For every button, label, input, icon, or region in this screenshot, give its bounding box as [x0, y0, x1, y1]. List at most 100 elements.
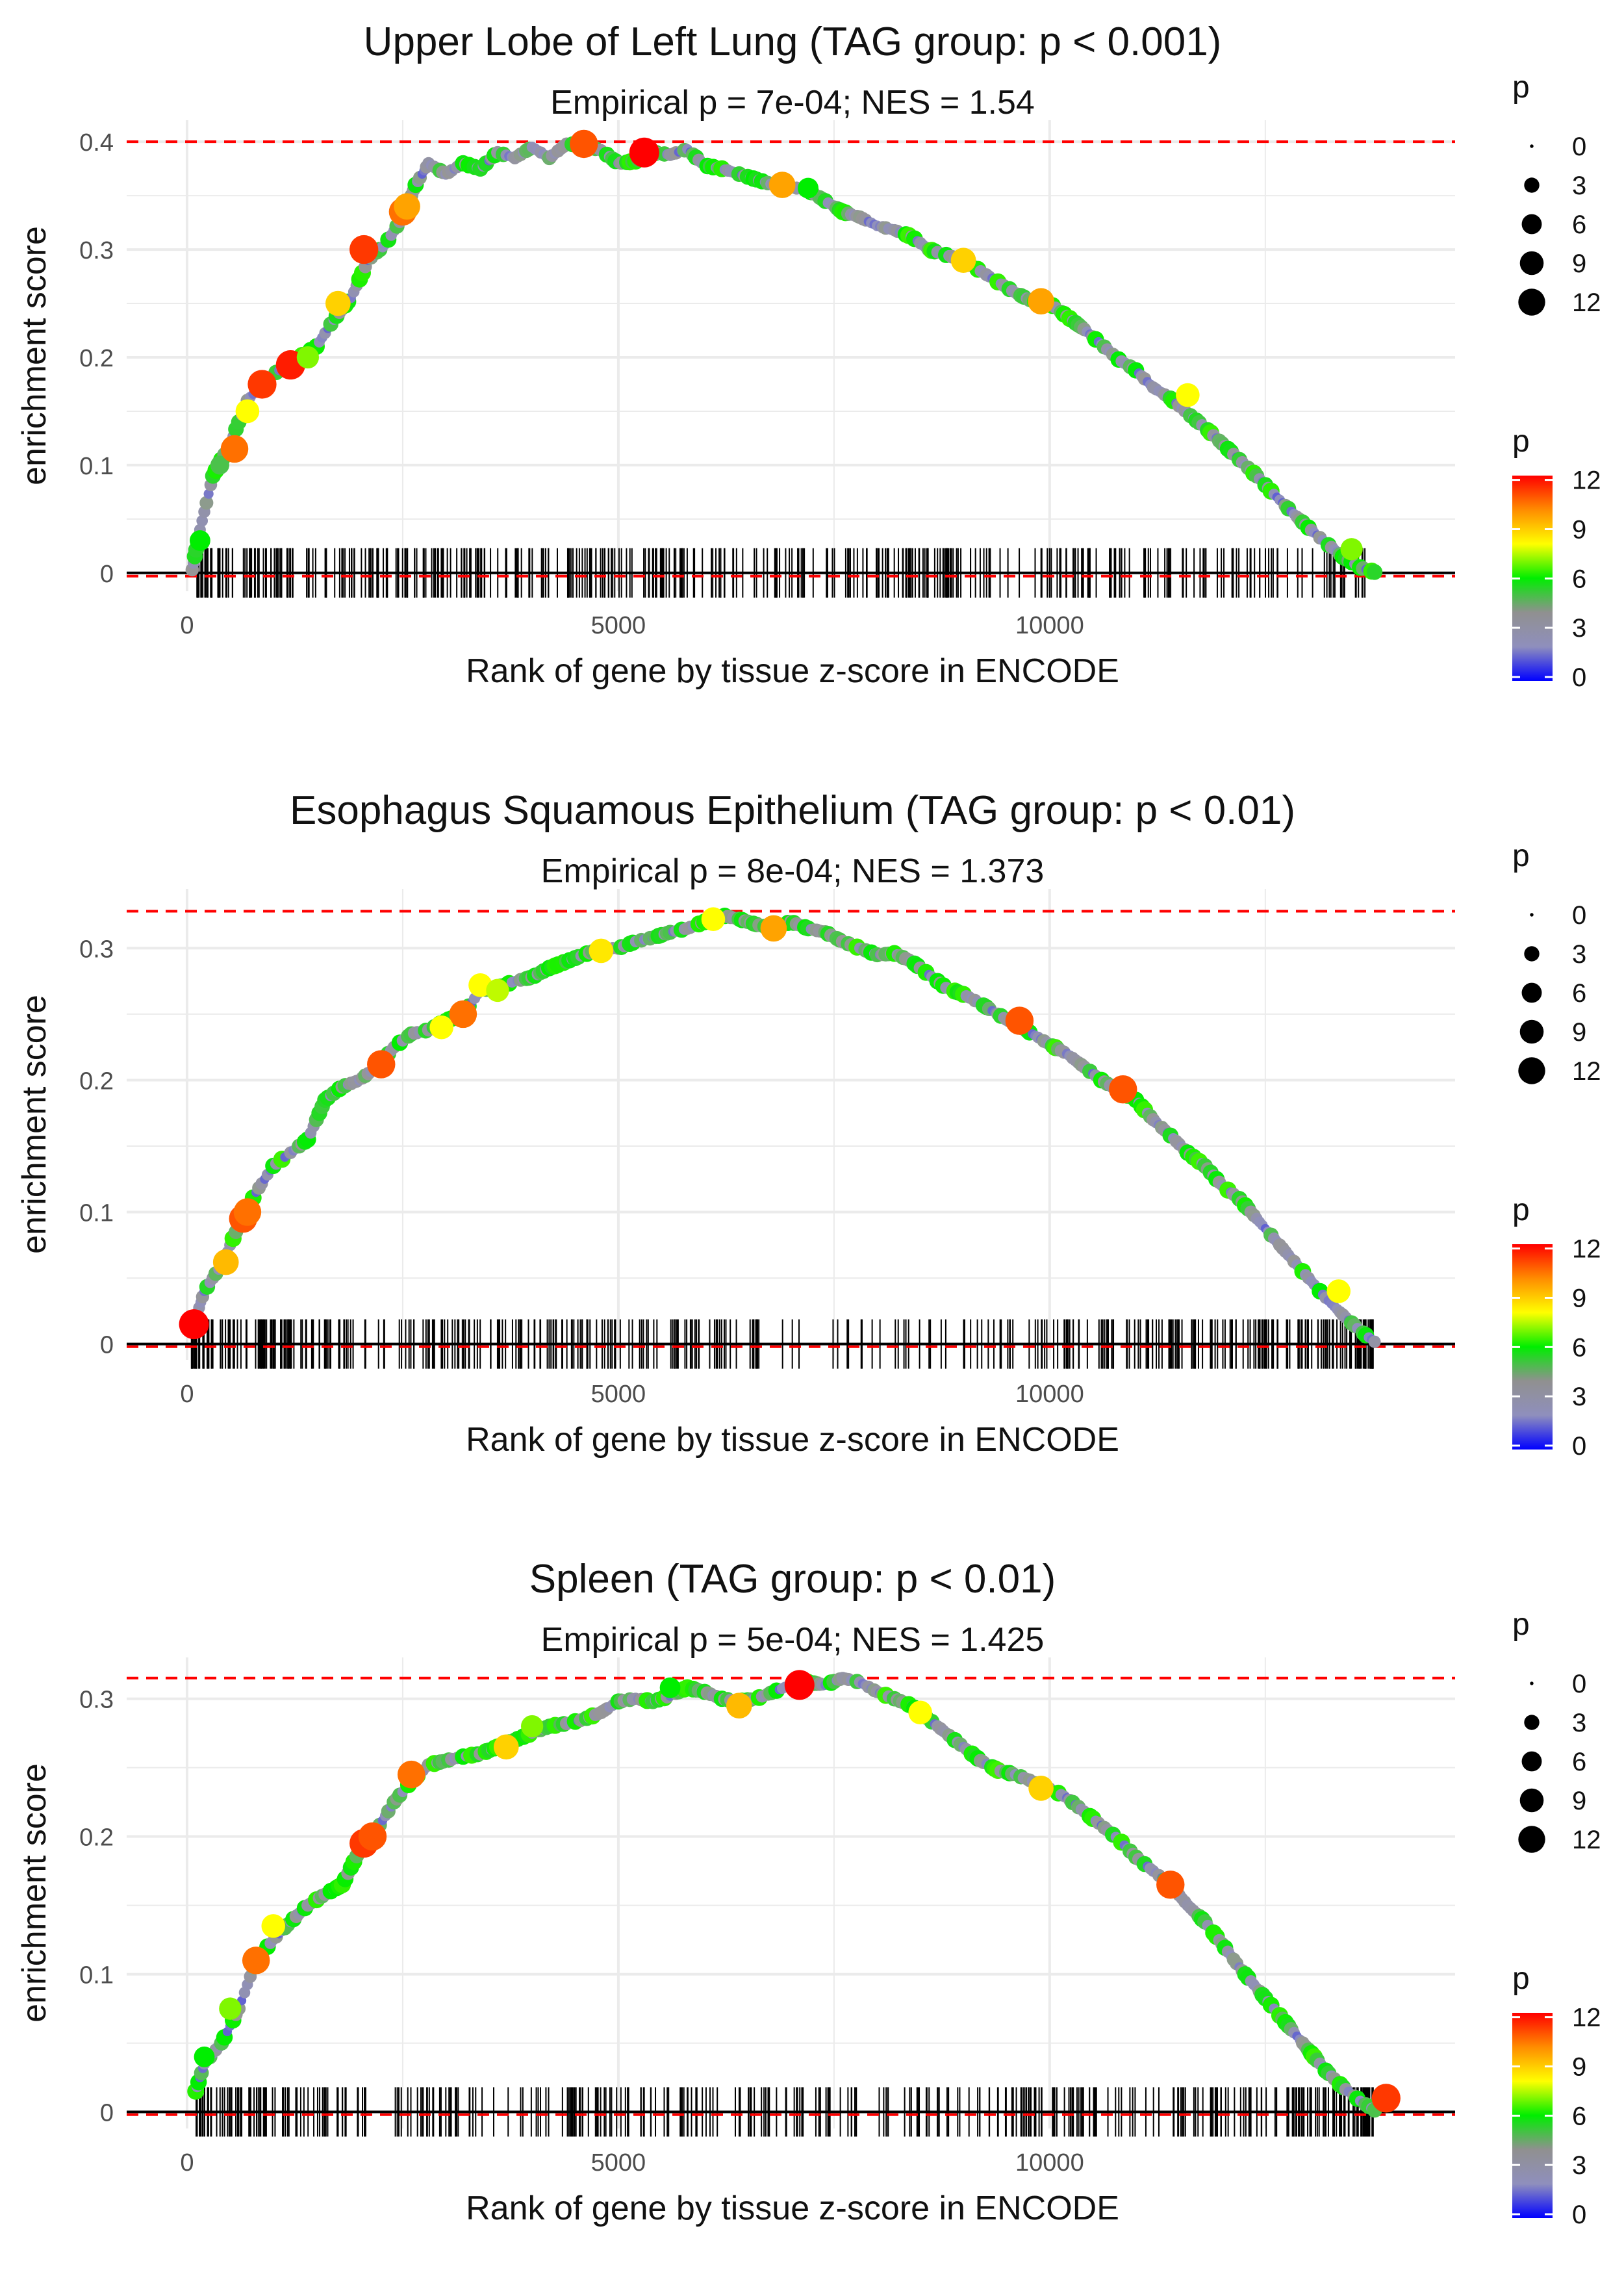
- size-legend-label: 3: [1572, 172, 1586, 200]
- size-legend-dot: [1530, 144, 1534, 148]
- highlight-point: [629, 137, 659, 168]
- size-legend: p 0 3 6 9 12: [1512, 70, 1601, 317]
- y-tick-label: 0.2: [79, 345, 114, 372]
- y-tick-label: 0.3: [79, 936, 114, 963]
- size-legend-label: 12: [1572, 1057, 1601, 1086]
- highlight-point: [194, 2046, 215, 2067]
- x-tick-label: 0: [180, 2149, 194, 2177]
- y-axis-label: enrichment score: [16, 1763, 53, 2023]
- highlight-point: [1028, 288, 1054, 315]
- highlight-point: [349, 235, 379, 264]
- x-tick-label: 10000: [1015, 612, 1084, 639]
- chart-panel-2: Esophagus Squamous Epithelium (TAG group…: [16, 788, 1601, 1461]
- size-legend: p 0 3 6 9 12: [1512, 1607, 1601, 1854]
- size-legend-label: 9: [1572, 1018, 1586, 1047]
- enrichment-curve: [194, 1676, 1378, 2114]
- curve-point: [196, 515, 209, 527]
- size-legend-label: 9: [1572, 1787, 1586, 1815]
- x-axis-label: Rank of gene by tissue z-score in ENCODE: [466, 1421, 1119, 1459]
- highlight-point: [726, 1693, 752, 1719]
- highlight-point: [486, 978, 509, 1003]
- curve-point: [203, 489, 214, 499]
- highlight-point: [449, 1000, 477, 1028]
- size-legend-dot: [1518, 1826, 1545, 1853]
- y-axis-label: enrichment score: [16, 226, 53, 485]
- y-gridlines: [127, 140, 1455, 574]
- color-legend-title: p: [1512, 1961, 1530, 1996]
- color-legend-label: 3: [1572, 614, 1586, 643]
- size-legend-label: 0: [1572, 901, 1586, 930]
- highlight-point: [235, 399, 260, 424]
- color-legend-label: 0: [1572, 663, 1586, 692]
- y-tick-label: 0.3: [79, 237, 114, 264]
- y-tick-label: 0.3: [79, 1687, 114, 1714]
- size-legend-dot: [1518, 1057, 1545, 1084]
- y-tick-label: 0.1: [79, 1962, 114, 1989]
- chart-subtitle: Empirical p = 5e-04; NES = 1.425: [541, 1621, 1045, 1659]
- size-legend: p 0 3 6 9 12: [1512, 839, 1601, 1086]
- size-legend-label: 12: [1572, 1826, 1601, 1854]
- highlight-point: [768, 172, 796, 198]
- enrichment-curve: [192, 913, 1379, 1346]
- y-tick-label: 0.1: [79, 453, 114, 480]
- highlight-point: [659, 1677, 681, 1698]
- curve-points: [185, 136, 1383, 580]
- highlight-point: [1109, 1075, 1137, 1104]
- chart-title: Esophagus Squamous Epithelium (TAG group…: [290, 788, 1295, 833]
- highlight-point: [570, 129, 598, 159]
- size-legend-label: 0: [1572, 133, 1586, 161]
- size-legend-dot: [1521, 1751, 1542, 1772]
- x-tick-label: 0: [180, 1381, 194, 1408]
- size-legend-label: 6: [1572, 211, 1586, 239]
- size-legend-dot: [1524, 946, 1540, 962]
- size-legend-label: 0: [1572, 1670, 1586, 1698]
- highlight-point: [397, 1760, 425, 1789]
- color-legend-label: 0: [1572, 2201, 1586, 2229]
- y-tick-label: 0: [100, 1332, 114, 1359]
- size-legend-dot: [1519, 1019, 1544, 1044]
- highlight-point: [1176, 383, 1200, 407]
- color-legend-label: 9: [1572, 515, 1586, 544]
- color-legend: p 12 9 6 3 0: [1512, 1193, 1601, 1461]
- highlight-point: [950, 248, 976, 274]
- x-gridlines: [185, 889, 1266, 1360]
- color-legend: p 12 9 6 3 0: [1512, 1961, 1601, 2229]
- x-gridlines: [185, 120, 1266, 591]
- highlight-point: [219, 1997, 242, 2020]
- size-legend-dot: [1530, 913, 1534, 917]
- curve-point: [199, 496, 214, 510]
- highlight-point: [247, 370, 277, 399]
- color-legend-label: 6: [1572, 1333, 1586, 1362]
- highlight-point: [589, 938, 614, 964]
- color-legend-label: 6: [1572, 2102, 1586, 2130]
- y-gridlines: [127, 947, 1455, 1346]
- highlight-point: [520, 1715, 544, 1738]
- highlight-point: [1326, 1279, 1351, 1303]
- highlight-point: [358, 1822, 387, 1851]
- highlight-point: [784, 1670, 815, 1700]
- highlight-point: [394, 193, 420, 220]
- highlight-point: [1371, 2084, 1401, 2113]
- size-legend-dot: [1519, 251, 1544, 275]
- size-legend-label: 9: [1572, 249, 1586, 278]
- highlight-point: [189, 530, 210, 551]
- highlight-point: [701, 907, 726, 931]
- highlight-point: [296, 346, 320, 369]
- chart-subtitle: Empirical p = 8e-04; NES = 1.373: [541, 852, 1045, 890]
- size-legend-label: 3: [1572, 1709, 1586, 1737]
- y-tick-label: 0: [100, 561, 114, 588]
- color-legend-label: 9: [1572, 1284, 1586, 1312]
- chart-title: Upper Lobe of Left Lung (TAG group: p < …: [364, 19, 1222, 64]
- size-legend-label: 12: [1572, 288, 1601, 317]
- y-gridlines: [127, 1697, 1455, 2114]
- y-tick-label: 0.1: [79, 1200, 114, 1227]
- x-tick-label: 10000: [1015, 1381, 1084, 1408]
- highlight-point: [242, 1947, 270, 1974]
- color-legend-label: 0: [1572, 1432, 1586, 1461]
- highlight-point: [429, 1015, 453, 1040]
- highlight-point: [798, 177, 818, 199]
- curve-point: [1366, 564, 1383, 580]
- highlight-point: [325, 290, 351, 316]
- x-tick-label: 5000: [591, 2149, 646, 2177]
